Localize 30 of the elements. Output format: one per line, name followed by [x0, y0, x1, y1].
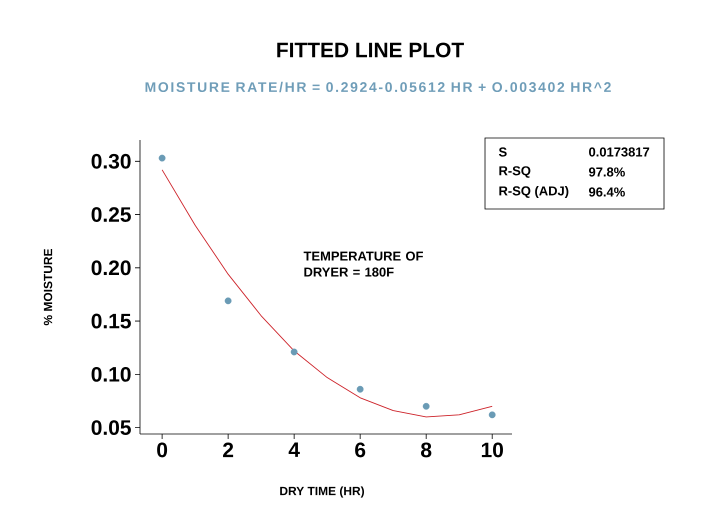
annotation: R-SQ	[499, 166, 530, 178]
x-tick-label: 8	[421, 442, 432, 458]
y-axis-title: % MOISTURE	[44, 248, 52, 326]
text: 97.8%	[588, 167, 625, 177]
x-tick-label: 4	[288, 442, 300, 457]
y-tick-label: 0.20	[92, 260, 131, 276]
annotation: S	[498, 147, 507, 157]
point	[488, 411, 496, 418]
point	[224, 297, 232, 304]
text: 0.0173817	[589, 147, 650, 157]
annotation: TEMPERATURE OF DRYER = 180F	[304, 252, 423, 277]
chart-subtitle: MOISTURE RATE/HR = 0.2924-0.05612 HR + O.003402 HR^2	[146, 82, 611, 92]
point	[290, 348, 298, 356]
x-tick-label: 6	[355, 442, 366, 458]
point	[422, 402, 430, 410]
text: 96.4%	[588, 187, 625, 197]
point	[158, 154, 166, 162]
y-tick-label: 0.15	[92, 314, 131, 328]
x-tick-label: 0	[157, 442, 168, 458]
annotation: R-SQ (ADJ)	[499, 186, 568, 198]
y-tick-label: 0.30	[92, 154, 131, 169]
x-tick-label: 10	[482, 442, 503, 458]
x-tick-label: 2	[223, 442, 234, 458]
y-tick-label: 0.25	[92, 207, 131, 222]
point	[356, 386, 364, 393]
y-tick-label: 0.05	[92, 420, 131, 436]
x-axis-title: DRY TIME (HR)	[280, 486, 364, 498]
y-tick-label: 0.10	[92, 366, 131, 382]
line-series	[162, 169, 493, 418]
chart-title: FITTED LINE PLOT	[277, 42, 464, 58]
